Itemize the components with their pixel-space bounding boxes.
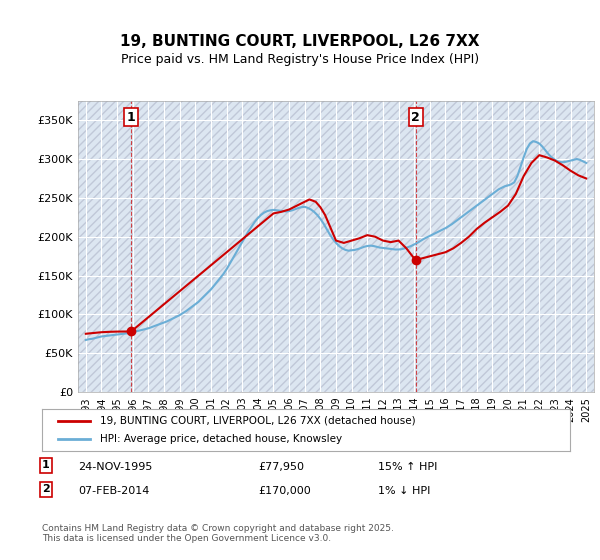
Text: 2: 2 — [412, 111, 420, 124]
Text: Contains HM Land Registry data © Crown copyright and database right 2025.
This d: Contains HM Land Registry data © Crown c… — [42, 524, 394, 543]
Text: 1% ↓ HPI: 1% ↓ HPI — [378, 486, 430, 496]
Text: 1: 1 — [127, 111, 136, 124]
Text: £170,000: £170,000 — [258, 486, 311, 496]
Text: 19, BUNTING COURT, LIVERPOOL, L26 7XX (detached house): 19, BUNTING COURT, LIVERPOOL, L26 7XX (d… — [100, 416, 416, 426]
Text: Price paid vs. HM Land Registry's House Price Index (HPI): Price paid vs. HM Land Registry's House … — [121, 53, 479, 66]
Text: 2: 2 — [42, 484, 50, 494]
Text: 1: 1 — [42, 460, 50, 470]
Text: 19, BUNTING COURT, LIVERPOOL, L26 7XX: 19, BUNTING COURT, LIVERPOOL, L26 7XX — [120, 34, 480, 49]
Text: HPI: Average price, detached house, Knowsley: HPI: Average price, detached house, Know… — [100, 434, 342, 444]
Text: 24-NOV-1995: 24-NOV-1995 — [78, 462, 152, 472]
Text: £77,950: £77,950 — [258, 462, 304, 472]
Text: 07-FEB-2014: 07-FEB-2014 — [78, 486, 149, 496]
Text: 15% ↑ HPI: 15% ↑ HPI — [378, 462, 437, 472]
